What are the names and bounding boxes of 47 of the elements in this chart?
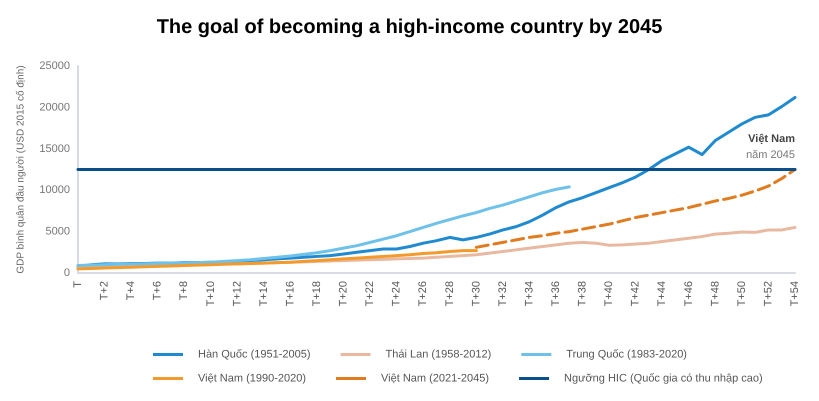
line-series	[76, 185, 571, 268]
x-tick-label: T+34	[523, 281, 536, 306]
chart-title: The goal of becoming a high-income country by 2045	[156, 16, 662, 38]
annotation: Việt Nam	[748, 133, 796, 145]
x-tick-label: T+32	[496, 281, 509, 306]
x-tick-label: T+26	[417, 281, 430, 306]
x-tick-label: T+24	[390, 281, 403, 306]
x-tick-label: T+30	[470, 281, 482, 306]
x-tick-label: T+22	[364, 281, 376, 306]
x-tick-label: T+2	[98, 281, 111, 300]
x-tick-label: T+44	[656, 281, 668, 306]
x-tick-label: T+40	[603, 281, 616, 306]
x-tick-label: T+28	[444, 281, 456, 306]
y-tick-label: 15000	[39, 142, 70, 155]
x-tick-label: T+48	[709, 281, 722, 306]
x-tick-label: T+42	[630, 281, 642, 306]
x-tick-label: T+12	[231, 281, 244, 306]
y-tick-label: 5000	[46, 226, 70, 238]
y-tick-label: 0	[64, 267, 70, 279]
x-tick-label: T+18	[311, 281, 323, 306]
x-tick-label: T+14	[258, 281, 270, 306]
legend-label: Việt Nam (2021-2045)	[381, 372, 490, 384]
x-tick-label: T+36	[550, 281, 562, 306]
line-series	[474, 168, 796, 249]
y-tick-label: 10000	[39, 184, 70, 196]
x-tick-label: T	[72, 280, 84, 288]
x-tick-label: T+6	[152, 281, 164, 300]
x-tick-label: T+8	[178, 281, 190, 300]
y-tick-label: 20000	[39, 101, 70, 114]
x-tick-label: T+54	[789, 281, 801, 306]
x-tick-label: T+4	[125, 281, 138, 300]
x-tick-label: T+10	[204, 281, 217, 306]
legend-label: Trung Quốc (1983-2020)	[566, 348, 687, 360]
legend-label: Hàn Quốc (1951-2005)	[198, 348, 311, 360]
x-tick-label: T+20	[338, 281, 350, 306]
x-tick-label: T+52	[762, 281, 774, 306]
x-tick-label: T+50	[736, 281, 748, 306]
line-series	[76, 249, 478, 270]
x-tick-label: T+16	[284, 281, 296, 306]
legend-label: Việt Nam (1990-2020)	[198, 372, 306, 384]
legend-label: Ngưỡng HIC (Quốc gia có thu nhập cao)	[564, 372, 763, 384]
x-tick-label: T+38	[576, 281, 589, 306]
y-axis-title: GDP bình quân đầu người (USD 2015 cố định)	[16, 65, 26, 274]
y-tick-label: 25000	[39, 60, 70, 72]
annotation: năm 2045	[746, 149, 795, 161]
legend-label: Thái Lan (1958-2012)	[386, 348, 492, 360]
x-tick-label: T+46	[682, 281, 695, 306]
